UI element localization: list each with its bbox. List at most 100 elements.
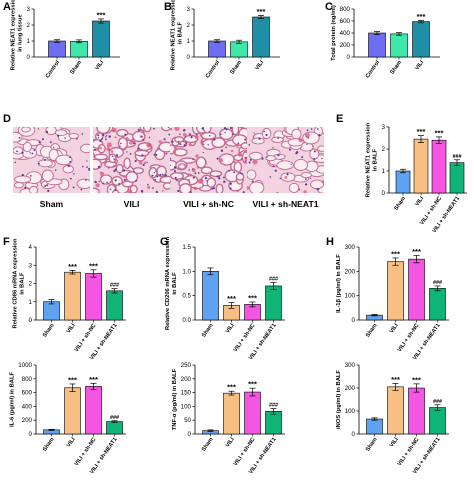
nucleus [137, 128, 140, 131]
nucleus [47, 189, 50, 192]
bar [85, 273, 102, 321]
bar [413, 138, 429, 194]
nucleus [184, 136, 187, 138]
alveolus [48, 148, 59, 161]
nucleus [124, 133, 127, 136]
nucleus [111, 155, 114, 158]
x-tick-label: VILI + sh-NC [233, 437, 257, 468]
bar [208, 40, 226, 58]
alveolus [293, 158, 308, 171]
significance-label: *** [257, 7, 266, 16]
alveolus [162, 182, 170, 190]
nucleus [233, 171, 236, 174]
alveolus [76, 178, 90, 189]
bar [431, 139, 447, 194]
red-blood-cell [244, 157, 247, 162]
red-blood-cell [182, 132, 187, 137]
nucleus [16, 150, 18, 153]
nucleus [237, 190, 239, 192]
nucleus [223, 180, 226, 183]
nucleus [148, 136, 151, 139]
y-tick-label: 0 [352, 431, 356, 438]
bar [223, 392, 240, 435]
significance-label: *** [391, 249, 400, 258]
nucleus [108, 167, 110, 169]
red-blood-cell [174, 127, 180, 131]
panel-letter: B [164, 1, 172, 13]
nucleus [141, 154, 144, 157]
red-blood-cell [143, 161, 147, 165]
nucleus [274, 169, 277, 172]
nucleus [84, 179, 87, 181]
nucleus [244, 138, 247, 141]
nucleus [133, 171, 135, 173]
x-tick-label: VILI [225, 322, 236, 334]
nucleus [202, 152, 204, 154]
x-tick-label: VILI + sh-NC [74, 437, 98, 468]
nucleus [208, 135, 211, 137]
bar [230, 41, 248, 58]
panel-letter: F [3, 236, 10, 248]
histology-label: Sham [40, 199, 64, 209]
x-tick-label: Sham [69, 60, 83, 76]
nucleus [18, 140, 21, 142]
red-blood-cell [271, 146, 275, 149]
nucleus [230, 127, 233, 130]
nucleus [153, 127, 155, 130]
y-tick-label: 3 [187, 6, 191, 13]
nucleus [207, 144, 209, 146]
nucleus [49, 141, 52, 144]
alveolus [276, 160, 294, 170]
significance-label: ### [110, 415, 119, 421]
nucleus [152, 187, 154, 189]
nucleus [24, 186, 27, 189]
nucleus [223, 127, 227, 130]
red-blood-cell [161, 189, 164, 192]
y-axis-label: Relative NEAT1 expression [366, 122, 372, 197]
panel-letter: D [3, 113, 11, 125]
bar-chart-a: A 0 1 2 3 Relative NEAT1 expression in lung ti… [3, 0, 120, 79]
nucleus [277, 137, 279, 139]
nucleus [228, 169, 231, 172]
y-tick-label: 0 [27, 54, 31, 61]
nucleus [29, 152, 31, 154]
y-tick-label: 1 [29, 299, 33, 306]
nucleus [185, 142, 187, 145]
x-tick-label: VILI [66, 322, 77, 334]
y-tick-label: 1 [27, 38, 31, 45]
histology-label: VILI + sh-NC [183, 199, 234, 209]
nucleus [72, 186, 75, 189]
significance-label: *** [391, 375, 400, 384]
significance-label: ### [433, 280, 442, 286]
bar [43, 301, 60, 321]
y-tick-label: 400 [22, 403, 33, 410]
nucleus [290, 163, 292, 166]
nucleus [113, 158, 116, 161]
y-tick-label: 3 [27, 6, 31, 13]
nucleus [113, 169, 116, 172]
y-tick-label: 800 [22, 376, 33, 383]
nucleus [192, 158, 194, 161]
x-tick-label: VILI [414, 195, 425, 207]
red-blood-cell [193, 186, 198, 190]
nucleus [119, 145, 121, 148]
y-tick-label: 600 [340, 18, 351, 25]
y-axis-label: in BALF [178, 21, 184, 44]
histology-image: VILI + sh-NEAT1 [247, 127, 324, 209]
alveolus [93, 153, 109, 161]
y-tick-label: 200 [181, 376, 192, 383]
nucleus [220, 149, 224, 152]
nucleus [195, 133, 198, 136]
alveolus [55, 154, 73, 166]
red-blood-cell [98, 146, 102, 150]
significance-label: *** [248, 380, 257, 389]
alveolus [248, 181, 265, 193]
x-tick-label: VILI + sh-NC [74, 323, 98, 354]
nucleus [123, 178, 126, 181]
red-blood-cell [131, 140, 135, 143]
nucleus [216, 175, 219, 178]
nucleus [167, 127, 170, 128]
nucleus [266, 156, 268, 158]
nucleus [142, 163, 145, 167]
nucleus [113, 165, 115, 167]
